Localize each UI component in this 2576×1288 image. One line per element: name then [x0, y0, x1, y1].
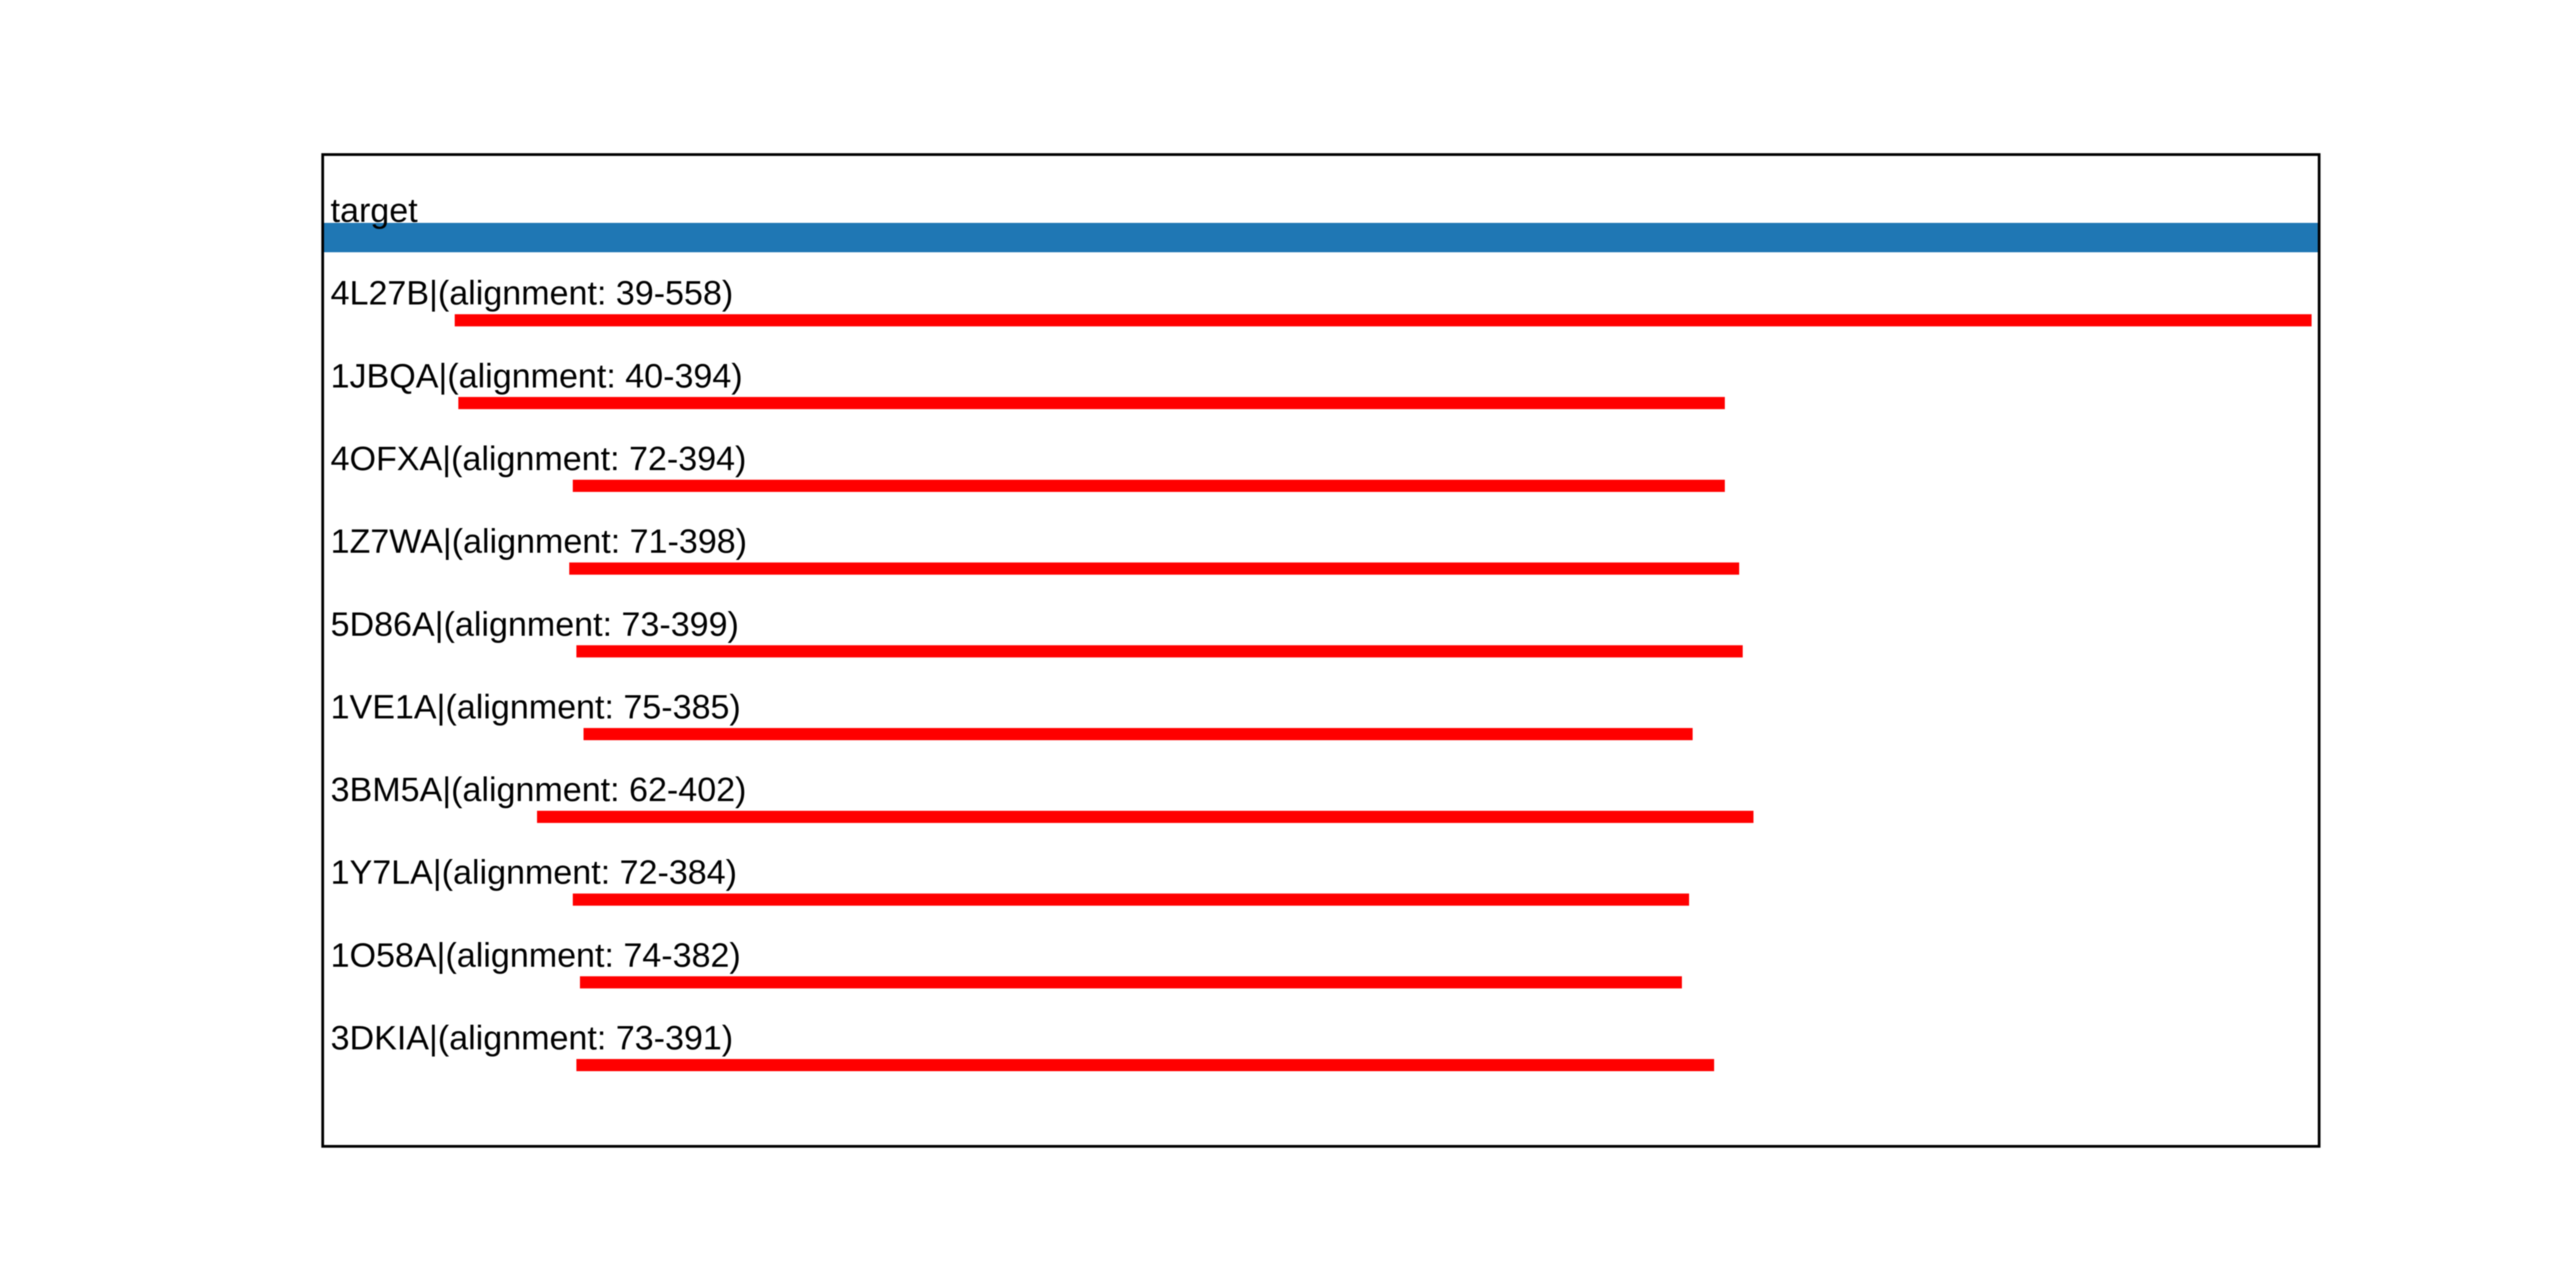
- svg-text:4OFXA|(alignment: 72-394): 4OFXA|(alignment: 72-394): [331, 440, 746, 478]
- svg-text:1VE1A|(alignment: 75-385): 1VE1A|(alignment: 75-385): [331, 688, 741, 726]
- svg-text:4L27B|(alignment: 39-558): 4L27B|(alignment: 39-558): [331, 275, 733, 313]
- svg-text:1Z7WA|(alignment: 71-398): 1Z7WA|(alignment: 71-398): [331, 523, 747, 561]
- svg-text:target: target: [331, 192, 418, 230]
- svg-text:3DKIA|(alignment: 73-391): 3DKIA|(alignment: 73-391): [331, 1020, 733, 1058]
- svg-text:5D86A|(alignment: 73-399): 5D86A|(alignment: 73-399): [331, 605, 739, 643]
- svg-text:1JBQA|(alignment: 40-394): 1JBQA|(alignment: 40-394): [331, 357, 743, 395]
- svg-text:1Y7LA|(alignment: 72-384): 1Y7LA|(alignment: 72-384): [331, 854, 737, 892]
- svg-text:1O58A|(alignment: 74-382): 1O58A|(alignment: 74-382): [331, 937, 741, 975]
- svg-text:3BM5A|(alignment: 62-402): 3BM5A|(alignment: 62-402): [331, 771, 746, 809]
